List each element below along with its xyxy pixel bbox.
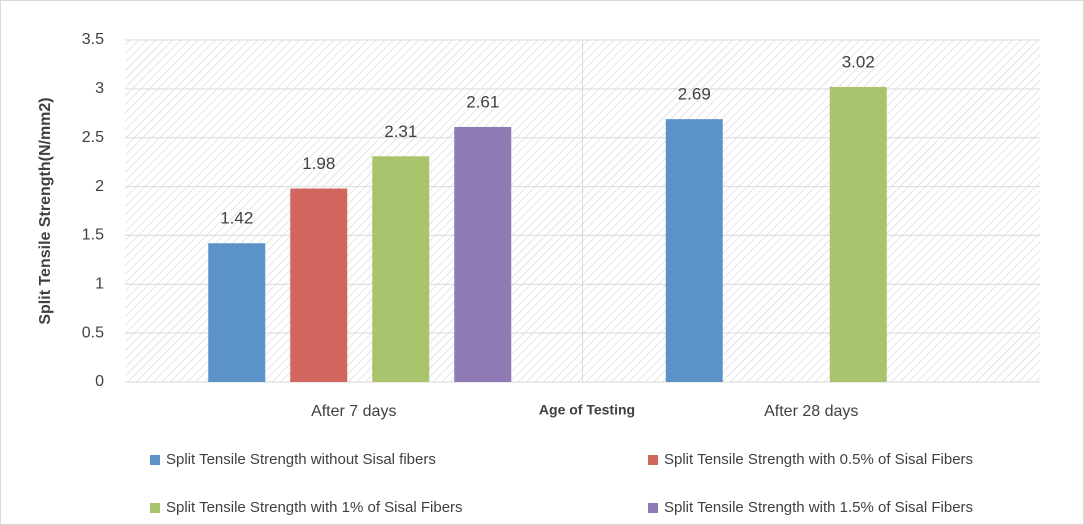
legend-swatch bbox=[648, 503, 658, 513]
legend-label: Split Tensile Strength with 1% of Sisal … bbox=[166, 499, 463, 516]
data-label: 1.98 bbox=[302, 154, 335, 173]
data-label: 1.42 bbox=[220, 209, 253, 228]
bar bbox=[290, 188, 348, 382]
data-label: 2.61 bbox=[466, 92, 499, 111]
bar bbox=[372, 156, 430, 382]
legend-swatch bbox=[150, 503, 160, 513]
y-tick-label: 1 bbox=[95, 276, 104, 293]
x-tick-label: After 7 days bbox=[311, 403, 396, 420]
y-tick-label: 1.5 bbox=[82, 227, 104, 244]
legend-label: Split Tensile Strength without Sisal fib… bbox=[166, 451, 436, 468]
bar bbox=[208, 243, 266, 382]
y-tick-label: 0.5 bbox=[82, 324, 104, 341]
y-axis-title: Split Tensile Strength(N/mm2) bbox=[37, 97, 54, 324]
data-label: 3.02 bbox=[842, 52, 875, 71]
bar bbox=[454, 126, 512, 382]
bar bbox=[665, 119, 723, 383]
y-tick-label: 0 bbox=[95, 373, 104, 390]
y-tick-label: 2 bbox=[95, 178, 104, 195]
y-tick-label: 2.5 bbox=[82, 129, 104, 146]
legend-label: Split Tensile Strength with 1.5% of Sisa… bbox=[664, 499, 973, 516]
x-tick-label: After 28 days bbox=[764, 403, 858, 420]
legend-label: Split Tensile Strength with 0.5% of Sisa… bbox=[664, 451, 973, 468]
data-label: 2.69 bbox=[678, 85, 711, 104]
legend-swatch bbox=[150, 455, 160, 465]
y-tick-label: 3.5 bbox=[82, 31, 104, 48]
legend-swatch bbox=[648, 455, 658, 465]
y-tick-label: 3 bbox=[95, 80, 104, 97]
bar bbox=[829, 86, 887, 382]
data-label: 2.31 bbox=[384, 122, 417, 141]
x-axis-title: Age of Testing bbox=[539, 402, 635, 418]
